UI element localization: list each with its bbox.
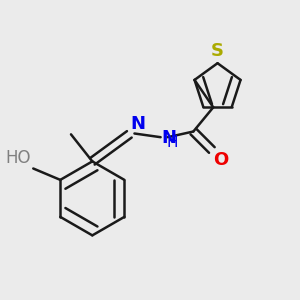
Text: N: N xyxy=(131,115,146,133)
Text: S: S xyxy=(211,42,224,60)
Text: O: O xyxy=(213,152,229,169)
Text: H: H xyxy=(167,135,178,150)
Text: HO: HO xyxy=(5,149,31,167)
Text: N: N xyxy=(161,129,176,147)
